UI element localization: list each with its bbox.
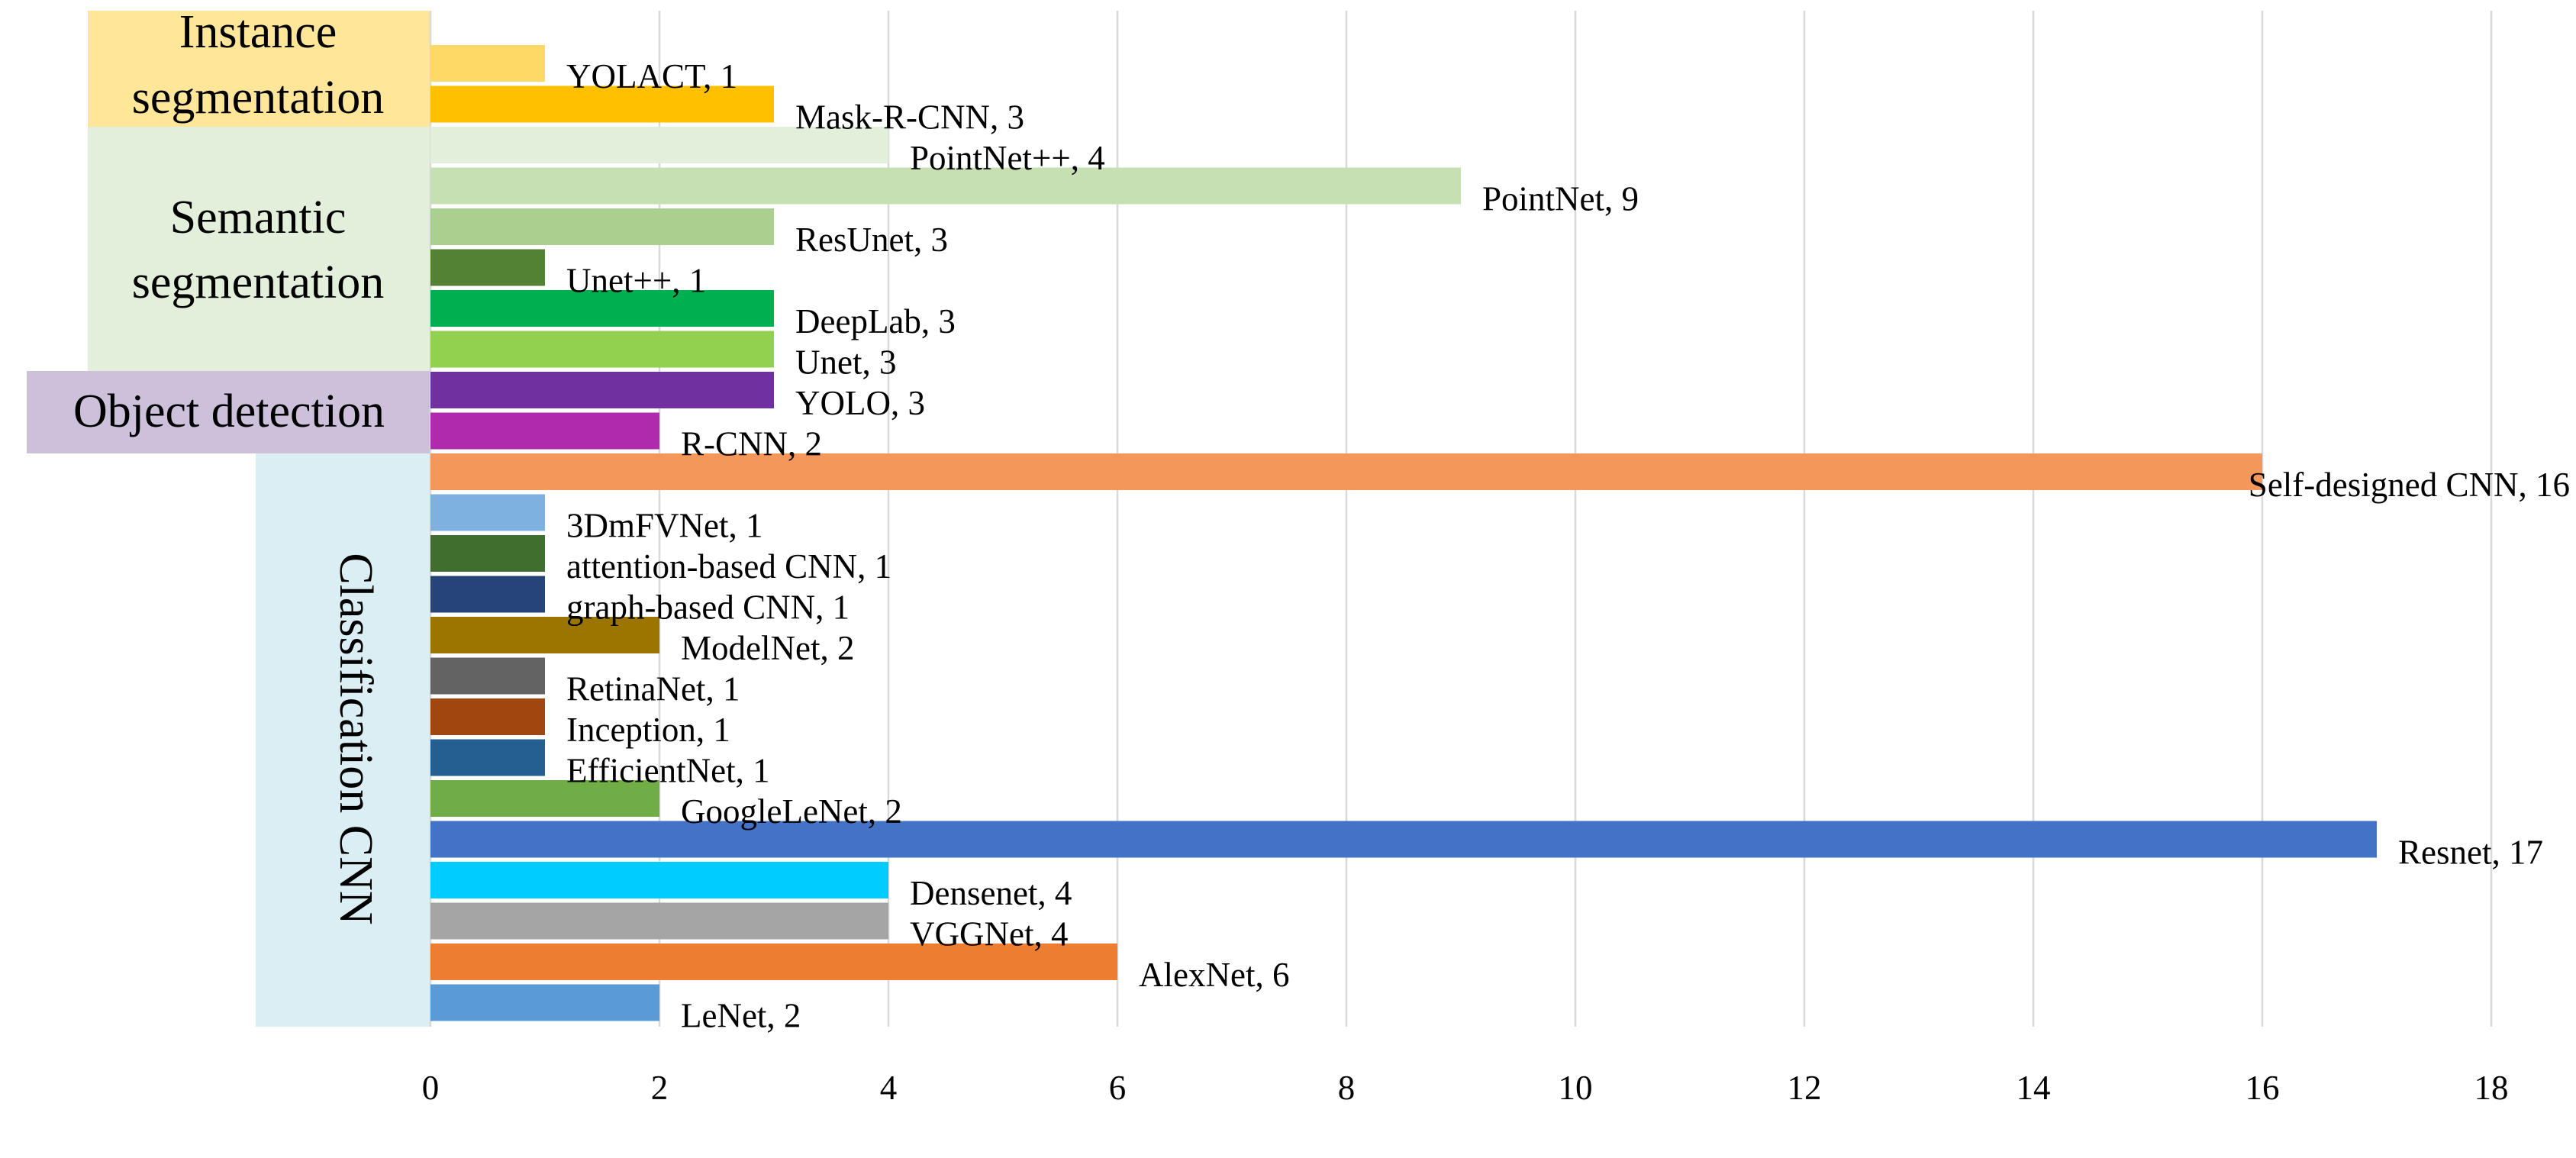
x-tick-label-10: 10 bbox=[1559, 1069, 1593, 1107]
bar-googlelenet bbox=[430, 780, 659, 817]
category-label-semantic-segmentation-line-2: segmentation bbox=[132, 256, 385, 308]
category-label-object-detection-line-1: Object detection bbox=[73, 385, 385, 437]
data-label-yolact: YOLACT, 1 bbox=[566, 57, 737, 95]
x-axis-ticks: 0 2 4 6 8 10 12 14 16 18 bbox=[422, 1069, 2509, 1107]
data-label-resunet: ResUnet, 3 bbox=[795, 221, 948, 259]
x-tick-label-8: 8 bbox=[1338, 1069, 1356, 1107]
category-band-object-detection bbox=[27, 371, 430, 453]
x-tick-label-14: 14 bbox=[2017, 1069, 2051, 1107]
data-label-pointnet: PointNet++, 4 bbox=[910, 139, 1105, 177]
data-label-unet: Unet++, 1 bbox=[566, 262, 706, 300]
bar-mask-r-cnn bbox=[430, 85, 774, 123]
data-label-alexnet: AlexNet, 6 bbox=[1139, 956, 1289, 994]
data-label-mask-r-cnn: Mask-R-CNN, 3 bbox=[795, 98, 1024, 137]
data-label-3dmfvnet: 3DmFVNet, 1 bbox=[566, 507, 763, 545]
bar-densenet bbox=[430, 862, 888, 898]
data-label-yolo: YOLO, 3 bbox=[795, 384, 925, 422]
data-label-deeplab: DeepLab, 3 bbox=[795, 302, 956, 340]
data-label-graph-based-cnn: graph-based CNN, 1 bbox=[566, 589, 850, 627]
data-label-self-designed-cnn: Self-designed CNN, 16 bbox=[2249, 466, 2570, 504]
x-tick-label-4: 4 bbox=[880, 1069, 898, 1107]
bar-pointnet bbox=[430, 167, 1461, 205]
x-tick-label-12: 12 bbox=[1788, 1069, 1822, 1107]
bar-resnet bbox=[430, 821, 2377, 858]
x-tick-label-6: 6 bbox=[1109, 1069, 1127, 1107]
data-label-lenet: LeNet, 2 bbox=[681, 997, 801, 1035]
bar-unet bbox=[430, 331, 774, 368]
bar-efficientnet bbox=[430, 739, 545, 776]
bars bbox=[430, 45, 2377, 1021]
category-label-instance-segmentation-line-1: Instance bbox=[179, 6, 337, 58]
bar-resunet bbox=[430, 208, 774, 245]
bar-deeplab bbox=[430, 290, 774, 327]
data-label-inception: Inception, 1 bbox=[566, 711, 730, 749]
bar-lenet bbox=[430, 984, 659, 1021]
bar-retinanet bbox=[430, 657, 545, 695]
bar-inception bbox=[430, 698, 545, 735]
data-label-googlelenet: GoogleLeNet, 2 bbox=[681, 792, 902, 831]
category-band-classification-cnn bbox=[256, 453, 430, 1027]
data-label-pointnet: PointNet, 9 bbox=[1482, 180, 1639, 218]
data-label-attention-based-cnn: attention-based CNN, 1 bbox=[566, 547, 891, 585]
bar-unet bbox=[430, 249, 545, 286]
bar-alexnet bbox=[430, 943, 1117, 980]
bar-yolo bbox=[430, 372, 774, 408]
category-bands: Instance segmentation Semantic segmentation… bbox=[27, 6, 430, 1027]
x-tick-label-0: 0 bbox=[422, 1069, 440, 1107]
x-tick-label-2: 2 bbox=[651, 1069, 669, 1107]
data-label-vggnet: VGGNet, 4 bbox=[910, 915, 1068, 953]
data-label-densenet: Densenet, 4 bbox=[910, 874, 1072, 912]
x-tick-label-18: 18 bbox=[2474, 1069, 2509, 1107]
data-label-retinanet: RetinaNet, 1 bbox=[566, 670, 740, 708]
category-band-semantic-segmentation bbox=[88, 127, 430, 371]
data-label-unet: Unet, 3 bbox=[795, 344, 896, 382]
data-label-r-cnn: R-CNN, 2 bbox=[681, 425, 822, 463]
category-label-instance-segmentation-line-2: segmentation bbox=[132, 72, 385, 124]
bar-attention-based-cnn bbox=[430, 535, 545, 572]
data-label-efficientnet: EfficientNet, 1 bbox=[566, 752, 770, 790]
bar-vggnet bbox=[430, 902, 888, 940]
data-label-resnet: Resnet, 17 bbox=[2398, 834, 2543, 872]
bar-graph-based-cnn bbox=[430, 576, 545, 613]
data-label-modelnet: ModelNet, 2 bbox=[681, 629, 854, 667]
bar-modelnet bbox=[430, 617, 659, 653]
category-label-classification-cnn: Classification CNN bbox=[330, 553, 382, 924]
bar-r-cnn bbox=[430, 412, 659, 450]
bar-self-designed-cnn bbox=[430, 453, 2262, 490]
category-band-instance-segmentation bbox=[88, 11, 430, 127]
bar-3dmfvnet bbox=[430, 494, 545, 531]
bar-yolact bbox=[430, 45, 545, 82]
bar-pointnet bbox=[430, 127, 888, 163]
category-label-semantic-segmentation-line-1: Semantic bbox=[170, 192, 347, 244]
x-tick-label-16: 16 bbox=[2246, 1069, 2280, 1107]
